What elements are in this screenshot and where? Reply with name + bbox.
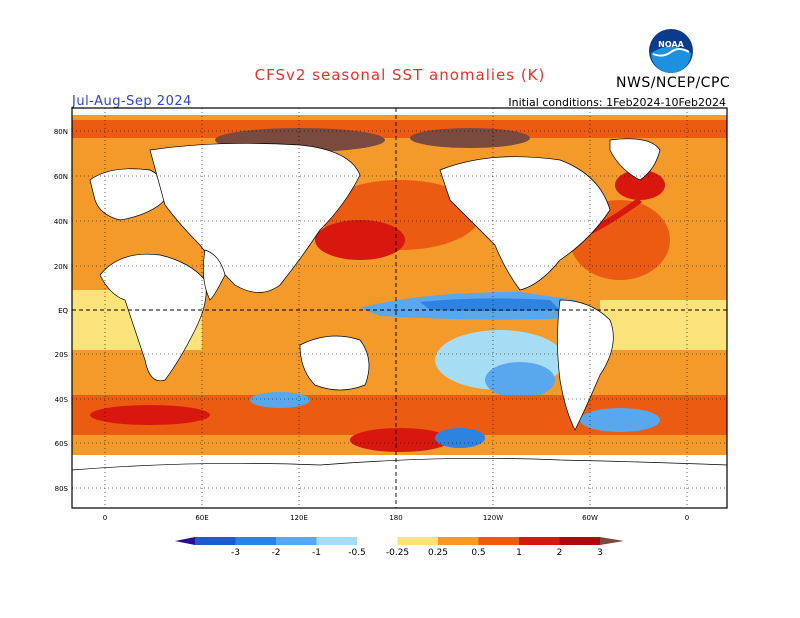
season-label: Jul-Aug-Sep 2024 [72,94,192,109]
colorbar-label: -3 [231,548,240,558]
colorbar-segment [195,537,236,545]
graticule [72,108,727,508]
lat-label: 80N [54,128,68,136]
lat-label: 60N [54,173,68,181]
colorbar-segment [478,537,520,545]
colorbar-label: 0.25 [428,548,448,558]
colorbar-label: 2 [557,548,563,558]
lon-label: 0 [103,514,107,522]
lat-label: 80S [55,485,69,493]
lon-label: 120W [483,514,503,522]
colorbar-label: 0.5 [471,548,485,558]
lon-label: 120E [290,514,308,522]
colorbar-segment [357,537,398,545]
lon-label: 0 [685,514,689,522]
colorbar-label: -2 [272,548,281,558]
lon-labels: 0 60E 120E 180 120W 60W 0 [103,514,689,522]
lat-label: 60S [55,440,69,448]
lon-label: 180 [389,514,402,522]
noaa-logo: NOAA [649,29,693,73]
colorbar-label: 3 [597,548,603,558]
logo-text: NOAA [658,40,684,49]
colorbar-max-arrow [600,537,624,545]
lat-label: 20N [54,263,68,271]
colorbar-label: -0.5 [348,548,366,558]
colorbar-segment [276,537,317,545]
lat-labels: 80N 60N 40N 20N EQ 20S 40S 60S 80S [54,128,69,493]
lat-label: EQ [58,307,68,315]
colorbar-segment [559,537,601,545]
colorbar-min-arrow [175,537,195,545]
colorbar-segment [316,537,358,545]
reference-lines [72,108,727,508]
lat-label: 40S [55,396,69,404]
anomaly-field [72,115,727,508]
continent-outlines [72,138,727,508]
colorbar-segment [438,537,479,545]
lat-label: 20S [55,351,69,359]
agency-label: NWS/NCEP/CPC [616,75,731,91]
initial-conditions-label: Initial conditions: 1Feb2024-10Feb2024 [508,96,726,109]
colorbar-label: -1 [312,548,321,558]
colorbar-label: -0.25 [386,548,409,558]
colorbar-segment [397,537,439,545]
map-title: CFSv2 seasonal SST anomalies (K) [254,66,546,84]
colorbar-segment [235,537,277,545]
lat-label: 40N [54,218,68,226]
lon-label: 60E [195,514,208,522]
lon-label: 60W [582,514,598,522]
colorbar-label: 1 [516,548,522,558]
colorbar: -3 -2 -1 -0.5 -0.25 0.25 0.5 1 2 3 [175,537,624,558]
map-frame [71,107,728,509]
colorbar-segment [519,537,560,545]
